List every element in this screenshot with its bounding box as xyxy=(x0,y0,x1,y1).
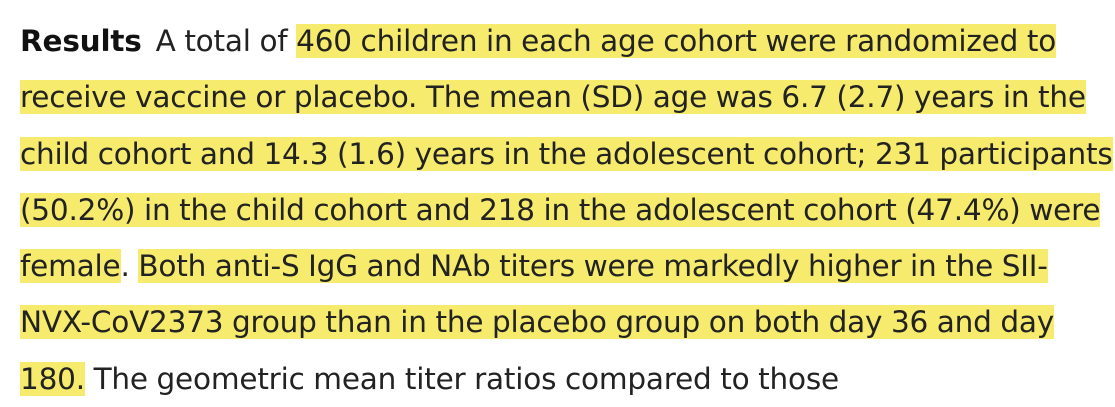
results-heading: Results xyxy=(20,24,142,58)
text-segment: A total of xyxy=(155,24,297,58)
text-segment: . xyxy=(120,249,139,284)
text-segment: The geometric mean titer ratios compared… xyxy=(84,361,840,396)
highlighted-text-segment[interactable]: 460 children in each age cohort were ran… xyxy=(20,24,1113,284)
